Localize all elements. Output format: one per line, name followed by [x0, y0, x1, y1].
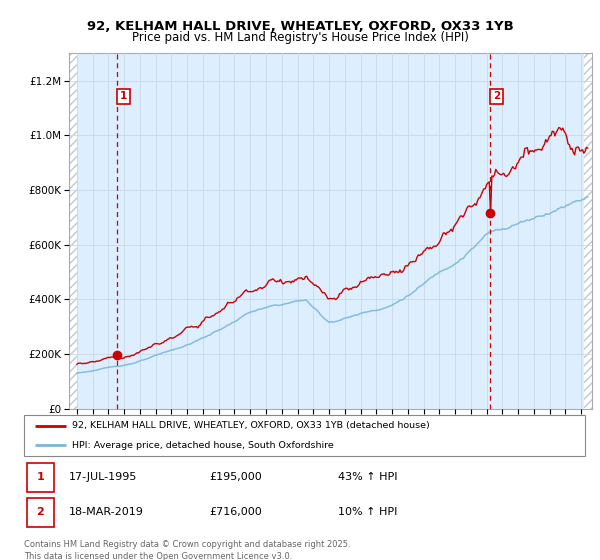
- Text: 2: 2: [493, 91, 500, 101]
- Bar: [69, 53, 77, 409]
- Bar: [584, 53, 592, 409]
- Text: Price paid vs. HM Land Registry's House Price Index (HPI): Price paid vs. HM Land Registry's House …: [131, 31, 469, 44]
- Bar: [27, 498, 54, 526]
- Text: 18-MAR-2019: 18-MAR-2019: [69, 507, 144, 517]
- Text: 17-JUL-1995: 17-JUL-1995: [69, 473, 137, 482]
- Text: £195,000: £195,000: [209, 473, 262, 482]
- Text: HPI: Average price, detached house, South Oxfordshire: HPI: Average price, detached house, Sout…: [71, 441, 334, 450]
- Text: 92, KELHAM HALL DRIVE, WHEATLEY, OXFORD, OX33 1YB: 92, KELHAM HALL DRIVE, WHEATLEY, OXFORD,…: [86, 20, 514, 32]
- Text: Contains HM Land Registry data © Crown copyright and database right 2025.
This d: Contains HM Land Registry data © Crown c…: [24, 540, 350, 560]
- Text: 1: 1: [37, 473, 44, 482]
- Text: 43% ↑ HPI: 43% ↑ HPI: [338, 473, 398, 482]
- Text: 10% ↑ HPI: 10% ↑ HPI: [338, 507, 398, 517]
- Text: £716,000: £716,000: [209, 507, 262, 517]
- Text: 2: 2: [37, 507, 44, 517]
- Text: 92, KELHAM HALL DRIVE, WHEATLEY, OXFORD, OX33 1YB (detached house): 92, KELHAM HALL DRIVE, WHEATLEY, OXFORD,…: [71, 421, 430, 430]
- Bar: [27, 463, 54, 492]
- Text: 1: 1: [120, 91, 127, 101]
